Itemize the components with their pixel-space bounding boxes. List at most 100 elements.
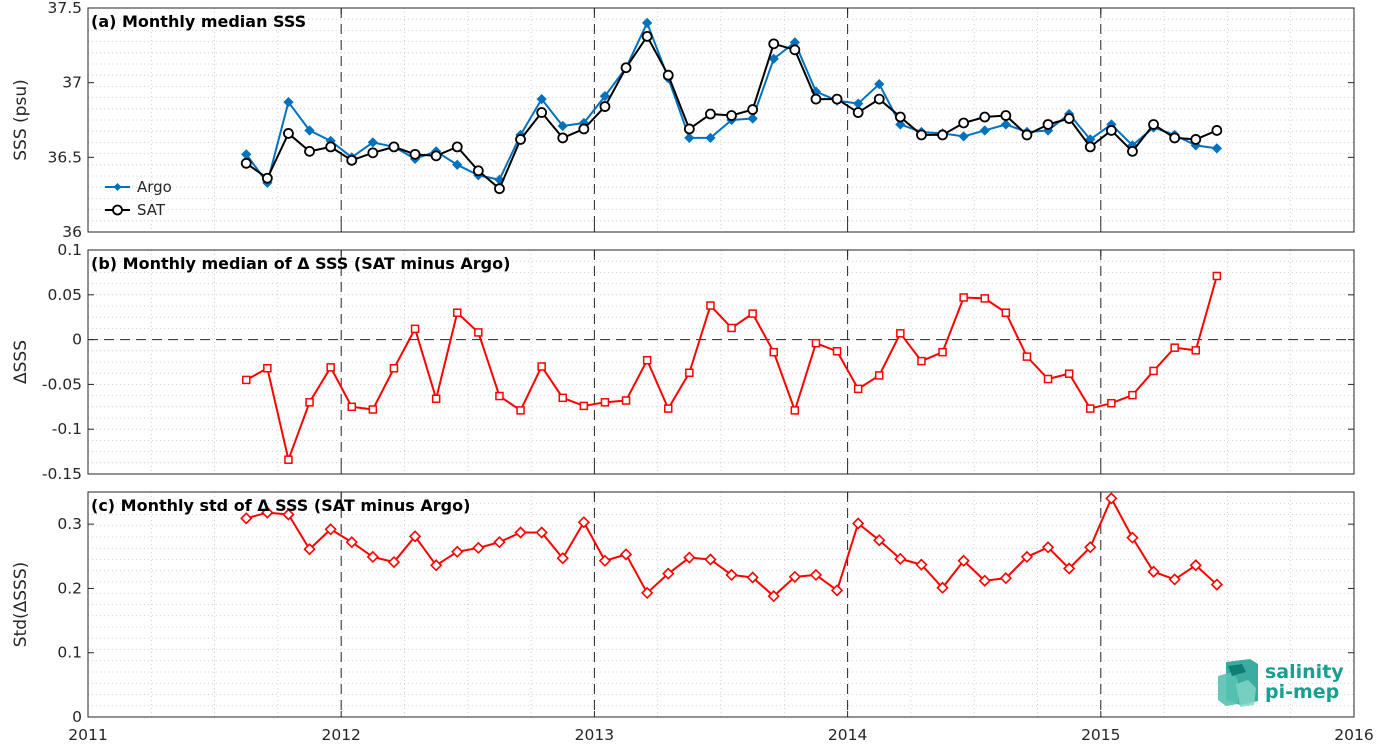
data-point [641,30,653,42]
data-point [367,137,378,148]
data-point [875,371,884,380]
data-point [664,404,673,413]
data-point [345,536,358,549]
series-line-argo [245,21,1217,184]
data-point [1000,110,1012,121]
legend-argo-marker [113,183,122,191]
data-point [662,69,674,81]
data-point [831,93,843,105]
data-point [535,526,548,539]
data-point [282,508,295,521]
data-point [1000,119,1011,130]
data-point [1127,145,1138,157]
data-point [958,131,969,142]
data-point [1170,343,1179,352]
data-point [242,375,251,385]
data-point [451,141,463,153]
data-point [1086,404,1095,413]
data-point [431,394,441,403]
data-point [495,391,504,401]
data-point [704,553,717,566]
data-point [809,568,823,582]
data-point [916,129,927,141]
data-point [474,328,483,337]
data-point [747,113,758,124]
y-tick-label: 0.1 [57,644,82,662]
data-point [536,107,548,118]
data-point [852,107,864,118]
data-point [1148,119,1159,130]
data-point [641,586,654,600]
data-point [978,574,991,587]
legend-argo-label: Argo [137,178,172,196]
data-point [410,324,420,334]
panel-b: -0.15 -0.1 -0.05 0 0.05 0.1 (b) Monthly media… [11,241,1355,483]
panel-c-ylabel: Std(ΔSSS) [11,562,31,648]
data-point [980,294,989,303]
y-tick-label: 37 [62,74,82,92]
data-point [556,552,569,565]
data-point [579,401,589,411]
data-point [726,110,737,121]
data-point [516,406,525,415]
data-point [368,405,378,414]
data-point [515,134,526,145]
data-point [1063,113,1075,124]
data-point [389,364,399,373]
data-point [979,111,991,123]
data-point [894,552,907,565]
data-point [747,104,759,115]
data-point [408,530,422,543]
legend: Argo SAT [105,178,172,219]
data-point [936,581,949,594]
data-point [1063,562,1076,575]
data-point [642,17,653,29]
data-point [284,455,293,464]
data-point [748,309,757,318]
data-point [768,38,780,50]
data-point [304,125,315,136]
data-point [578,123,590,135]
data-point [1211,143,1222,154]
y-tick-label: 36 [62,223,82,241]
x-tick-label: 2011 [68,726,107,744]
y-tick-label: 36.5 [47,148,82,166]
data-point [684,132,695,144]
data-point [746,571,759,584]
data-point [452,159,463,170]
data-point [873,93,885,105]
data-point [959,293,968,302]
x-tick-label: 2014 [828,726,867,744]
data-point [896,329,905,338]
data-point [621,396,631,405]
data-point [768,53,779,64]
data-point [683,123,695,135]
panel-b-title: (b) Monthly median of Δ SSS (SAT minus A… [91,254,510,273]
panel-c-title: (c) Monthly std of Δ SSS (SAT minus Argo… [91,496,470,515]
data-point [789,44,801,56]
data-point [387,555,401,569]
data-point [1147,565,1160,578]
data-point [725,568,738,582]
data-point [999,572,1012,585]
data-point [1210,578,1223,591]
data-point [1021,129,1033,141]
data-point [263,364,272,373]
y-tick-label: -0.05 [42,375,82,393]
data-point [366,550,379,564]
data-point [767,590,780,603]
data-point [685,368,694,378]
data-point [388,141,400,153]
data-point [472,541,485,555]
data-point [810,93,822,105]
data-point [830,584,844,597]
data-point [915,558,928,571]
data-point [599,90,611,102]
data-point [261,172,273,184]
data-point [1189,559,1202,572]
data-point [790,406,800,415]
data-point [619,548,633,561]
panel-b-frame [87,249,1355,475]
data-point [1126,531,1139,544]
data-point [705,108,716,120]
